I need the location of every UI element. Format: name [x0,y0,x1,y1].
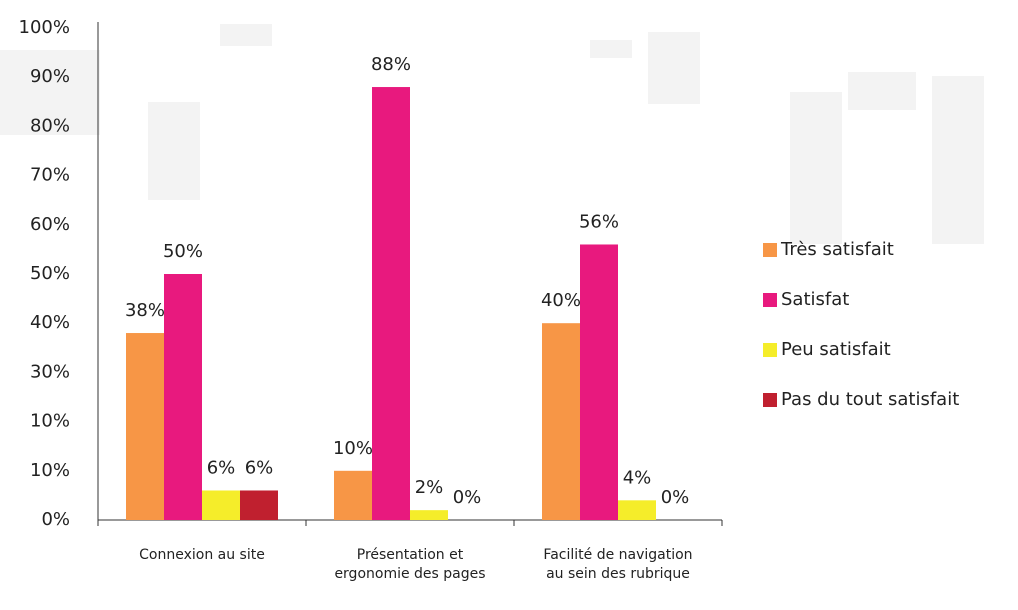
x-tick-label: Facilité de navigation au sein des rubri… [543,547,693,582]
data-label: 88% [371,54,411,75]
data-label: 4% [623,467,652,488]
legend-swatch [763,293,777,307]
bar [618,500,656,520]
y-tick-label: 40% [30,312,70,333]
data-label: 6% [207,457,236,478]
data-label: 0% [661,487,690,508]
bar [334,470,372,520]
y-tick-label: 80% [30,115,70,136]
y-tick-label: 10% [30,460,70,481]
data-label: 0% [453,487,482,508]
bar [372,87,410,520]
bar [164,274,202,520]
x-tick-label: Connexion au site [139,547,265,563]
y-tick-label: 50% [30,263,70,284]
y-tick-label: 10% [30,411,70,432]
legend-swatch [763,393,777,407]
legend-label: Pas du tout satisfait [781,389,959,410]
bar [240,490,278,520]
data-label: 56% [579,211,619,232]
bar [542,323,580,520]
y-tick-label: 60% [30,214,70,235]
legend-label: Peu satisfait [781,339,891,360]
bar [202,490,240,520]
legend-swatch [763,243,777,257]
y-tick-label: 90% [30,66,70,87]
legend-swatch [763,343,777,357]
data-label: 50% [163,241,203,262]
bar [580,244,618,521]
data-label: 10% [333,438,373,459]
legend-label: Satisfat [781,289,849,310]
data-label: 40% [541,290,581,311]
y-tick-label: 30% [30,361,70,382]
background-decoration [0,24,984,244]
data-label: 6% [245,457,274,478]
y-tick-label: 100% [19,17,70,38]
data-label: 2% [415,477,444,498]
legend-label: Très satisfait [780,239,894,260]
bar [410,510,448,520]
y-tick-label: 70% [30,165,70,186]
y-tick-label: 0% [41,509,70,530]
x-tick-label: Présentation et ergonomie des pages [334,547,486,582]
bar [126,333,164,520]
data-label: 38% [125,300,165,321]
